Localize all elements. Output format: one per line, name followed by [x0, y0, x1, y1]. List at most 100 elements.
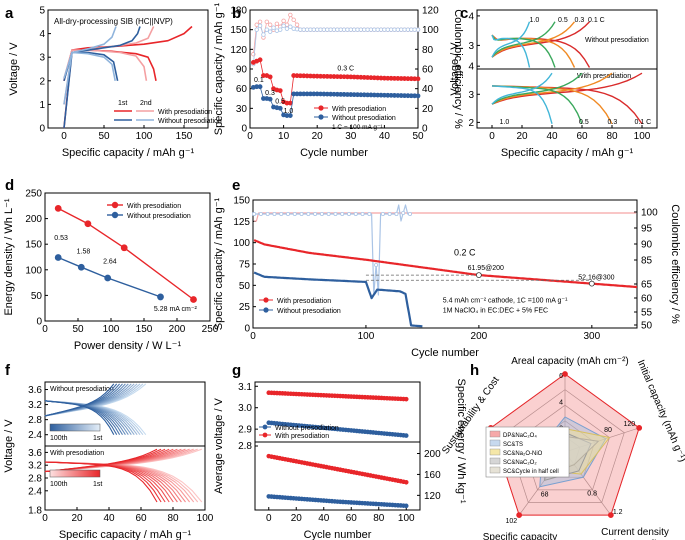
panel-c-bottom-discharge-curve [491, 85, 553, 124]
panel-f-x-tick-label: 0 [42, 513, 48, 524]
panel-e-y2-tick-label: 65 [641, 280, 653, 291]
panel-b-x-tick-label: 40 [379, 131, 391, 142]
panel-b-x-tick-label: 0 [247, 131, 253, 142]
panel-f-top-label: Without presodiation [50, 386, 114, 393]
panel-a-x-tick-label: 100 [136, 131, 153, 142]
panel-h-vertex-point [516, 512, 523, 519]
panel-d-x-tick-label: 0 [42, 324, 48, 335]
panel-label-h: h [470, 362, 479, 379]
panel-d-x-tick-label: 200 [169, 324, 186, 335]
panel-a-title: All-dry-processing SIB (HC||NVP) [54, 17, 173, 26]
panel-b-capacity-point [257, 57, 263, 63]
panel-b-y2-tick-label: 40 [422, 84, 434, 95]
panel-b-ce-point [257, 19, 263, 24]
panel-e-ce-point [394, 211, 399, 216]
panel-b-y-tick-label: 120 [230, 45, 247, 56]
panel-c-x-tick-label: 80 [606, 131, 618, 142]
panel-e-ce-point [380, 211, 385, 216]
panel-f-top-colorbar [49, 423, 101, 432]
panel-g-y-tick-label: 3.0 [238, 403, 252, 414]
panel-h-legend-label: SC&Cycle in half cell [503, 469, 559, 475]
panel-g-y2-tick-label: 200 [424, 449, 441, 460]
panel-c-rate-label: 1.0 [530, 17, 540, 24]
panel-h-tick-label: 120 [623, 421, 635, 428]
panel-d-series-point [190, 296, 197, 303]
panel-b-ce-point [284, 26, 290, 31]
panel-d-legend-marker [111, 201, 119, 209]
panel-label-f: f [5, 362, 11, 379]
panel-e-ce-point [265, 211, 270, 216]
panel-g-legend-marker [262, 424, 268, 430]
panel-b-x-tick-label: 20 [312, 131, 324, 142]
panel-f-bottom-colorbar [49, 469, 101, 478]
panel-e-ce-without-line [254, 204, 410, 296]
panel-h-tick-label: 80 [604, 427, 612, 434]
panel-e-x-tick-label: 300 [583, 331, 600, 342]
panel-g-x-tick-label: 80 [373, 513, 385, 524]
panel-e-y2-tick-label: 50 [641, 321, 653, 332]
panel-h-axis-label: Specific capacity [483, 532, 557, 540]
panel-d-series-line [57, 256, 161, 298]
panel-h-tick-label: 0.8 [587, 491, 597, 498]
panel-e-ce-point [306, 211, 311, 216]
panel-b-rate-label: 1.0 [284, 108, 294, 115]
panel-b-ce-point [288, 24, 293, 29]
panel-d-y-tick-label: 50 [31, 291, 43, 302]
panel-f-ylabel: Voltage / V [3, 419, 15, 473]
panel-label-b: b [232, 5, 241, 22]
panel-d-series-point [120, 244, 128, 252]
panel-e-y-tick-label: 150 [233, 196, 250, 207]
panel-g-y-tick-label: 2.9 [238, 425, 252, 436]
panel-a-curve [63, 26, 141, 129]
panel-f-bottom-discharge-curve [44, 461, 158, 503]
panel-b-ce-point [271, 25, 276, 30]
panel-e-y2-tick-label: 85 [641, 256, 653, 267]
panel-d-point-label: 5.28 mA cm⁻² [154, 306, 198, 313]
panel-b-legend-label: With presodiation [332, 106, 386, 113]
panel-b-y2-tick-label: 0 [422, 124, 428, 135]
panel-h-axis-label: Current density [601, 527, 669, 538]
panel-b-rate-label: 0.3 [265, 90, 275, 97]
panel-b-y2label: Coulombic efficiency / % [452, 9, 464, 129]
panel-e-ylabel: Specific capacity / mAh g⁻¹ [213, 197, 225, 330]
panel-b-y2-tick-label: 60 [422, 65, 434, 76]
panel-e-x-tick-label: 0 [250, 331, 256, 342]
panel-g-without-energy-point [403, 503, 409, 509]
panel-f-y-tick-label: 3.6 [28, 448, 42, 459]
panel-e-ce-point [279, 211, 284, 216]
panel-a-x-tick-label: 0 [61, 131, 67, 142]
panel-e-legend-label: With presodiation [277, 298, 331, 305]
panel-b-y2-tick-label: 100 [422, 25, 439, 36]
panel-a-legend-head: 1st [118, 100, 127, 107]
panel-g-x-tick-label: 60 [346, 513, 358, 524]
panel-f-colorbar-label: 100th [50, 481, 68, 488]
panel-e-y-tick-label: 0 [244, 324, 250, 335]
panel-b-legend-label: Without presodiation [332, 115, 396, 122]
panel-c-ylabel: Voltage / V [449, 42, 461, 96]
panel-g-y2-tick-label: 120 [424, 491, 441, 502]
panel-h-axis-label: Initial capacity (mAh g⁻¹) [635, 358, 685, 463]
panel-g-without-voltage-point [403, 433, 409, 438]
panel-c-x-tick-label: 100 [634, 131, 651, 142]
panel-h-legend-swatch [489, 448, 501, 456]
panel-b-y-tick-label: 0 [241, 124, 247, 135]
panel-d-point-label: 0.53 [54, 235, 68, 242]
panel-b-capacity-point [277, 88, 283, 94]
panel-b-y-tick-label: 180 [230, 6, 247, 17]
panel-b-y2-tick-label: 80 [422, 45, 434, 56]
panel-e-ce-point [319, 211, 324, 216]
panel-h-tick-label: 4 [559, 400, 563, 407]
panel-a-legend-label: With presodiation [158, 109, 212, 116]
panel-b-rate-label: 0.1 [254, 77, 264, 84]
panel-f-y-tick-label: 2.4 [28, 430, 42, 441]
panel-g-x-tick-label: 20 [291, 513, 303, 524]
panel-e-ce-point [360, 211, 365, 216]
panel-c-top-label: Without presodiation [585, 37, 649, 44]
panel-g-with-energy-point [403, 479, 409, 485]
panel-e-y2label: Coulombic efficiency / % [669, 204, 681, 324]
panel-a-curve [63, 49, 148, 81]
panel-e-point-label: 52.16@300 [578, 274, 614, 281]
panel-f-x-tick-label: 20 [71, 513, 83, 524]
panel-e-ce-point [292, 211, 297, 216]
